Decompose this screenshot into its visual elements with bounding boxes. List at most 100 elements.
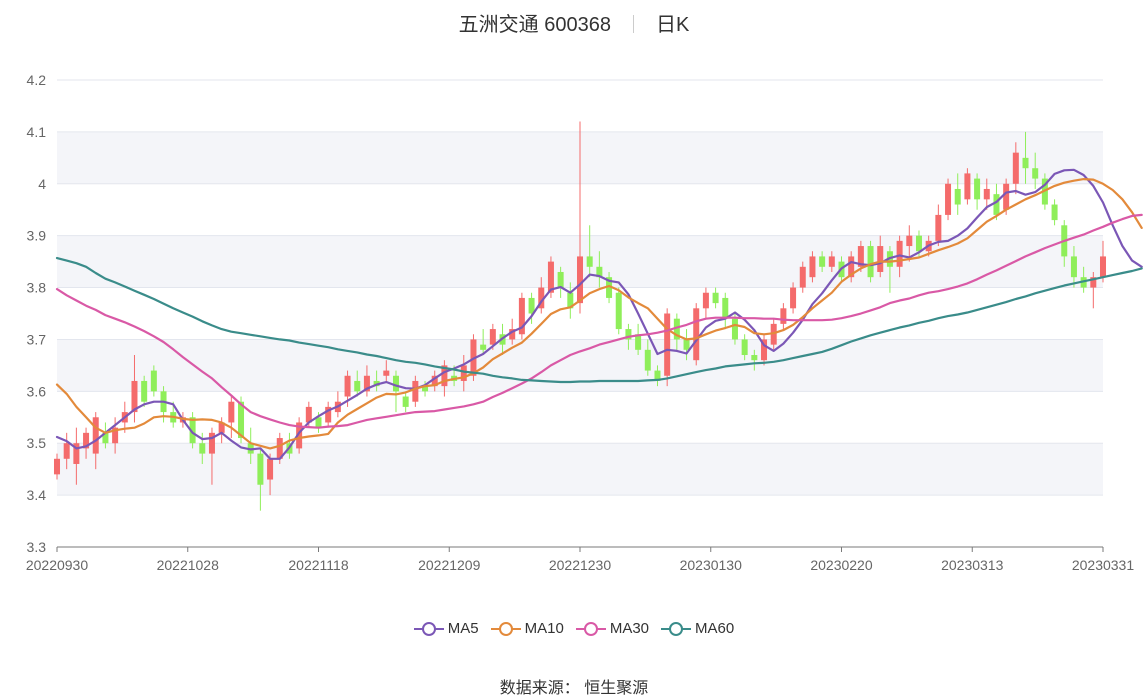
candle-body (257, 453, 264, 485)
candle-body (92, 417, 99, 454)
candle-body (625, 329, 632, 340)
candle-body (218, 422, 225, 433)
candle-body (780, 308, 787, 324)
candle-body (731, 318, 738, 340)
candle-body (528, 297, 535, 314)
candle-body (199, 443, 206, 454)
candle-body (431, 375, 438, 387)
candle-body (63, 443, 70, 459)
grid-band (57, 339, 1103, 392)
candle-body (83, 432, 90, 449)
legend-item-ma10[interactable]: MA10 (490, 620, 564, 637)
candle-body (131, 380, 138, 413)
x-tick-label: 20221118 (288, 557, 348, 573)
candle-body (315, 417, 322, 428)
y-tick-label: 4.1 (27, 124, 47, 140)
y-tick-label: 3.7 (27, 331, 47, 347)
legend-item-ma5[interactable]: MA5 (413, 620, 479, 637)
candle-body (325, 406, 332, 423)
legend-line-circle-icon (661, 621, 692, 636)
x-tick-label: 20230313 (941, 557, 1004, 573)
candle-body (702, 292, 709, 309)
candle-body (460, 365, 467, 381)
x-tick-label: 20221230 (549, 557, 612, 573)
candle-body (828, 256, 835, 267)
candle-body (422, 386, 429, 392)
candle-body (635, 334, 642, 350)
y-tick-label: 3.6 (27, 383, 47, 399)
ma-line-ma60 (55, 256, 1143, 384)
candle-body (576, 256, 584, 304)
candle-body (567, 292, 574, 309)
candle-body (1012, 152, 1019, 184)
candle-body (1022, 157, 1029, 169)
candle-body (983, 188, 990, 200)
candle-body (518, 297, 525, 335)
candle-body (848, 256, 855, 278)
candle-body (412, 380, 419, 402)
candle-body (693, 308, 700, 361)
candle-body (238, 401, 245, 439)
candle-body (877, 246, 884, 272)
candle-body (102, 432, 109, 444)
ma-line-ma10 (55, 178, 1143, 450)
y-tick-label: 4 (38, 176, 46, 192)
candle-body (867, 246, 874, 278)
legend-line-circle-icon (413, 621, 444, 636)
candle-body (586, 256, 593, 267)
candle-body (945, 183, 952, 215)
legend-line-circle-icon (575, 621, 606, 636)
candle-body (974, 178, 981, 200)
y-tick-label: 3.3 (27, 539, 47, 555)
chart-title: 五洲交通 600368 日K (0, 8, 1148, 37)
candle-body (489, 329, 496, 345)
candle-body (751, 355, 758, 361)
candle-body (363, 375, 370, 392)
candle-body (741, 339, 748, 356)
candle-body (141, 380, 148, 402)
candle-body (712, 292, 719, 304)
candle-body (915, 235, 922, 252)
candle-body (354, 380, 361, 392)
y-tick-label: 3.5 (27, 435, 47, 451)
candle-body (790, 287, 797, 309)
candle-body (896, 240, 903, 267)
candle-body (267, 458, 274, 480)
candle-body (305, 406, 312, 423)
candle-body (935, 214, 942, 241)
candle-body (150, 370, 157, 392)
candle-body (819, 256, 826, 267)
candle-body (673, 318, 680, 340)
candle-body (1070, 256, 1077, 278)
y-tick-label: 4.2 (27, 72, 47, 88)
candle-body (383, 370, 390, 376)
period-label: 日K (655, 14, 690, 36)
candle-body (112, 427, 119, 444)
candle-body (1003, 183, 1010, 210)
legend-label: MA10 (524, 620, 564, 637)
candle-body (344, 375, 351, 397)
candle-body (296, 422, 303, 449)
y-tick-label: 3.4 (27, 487, 47, 503)
candle-body (1051, 204, 1058, 221)
candle-body (964, 173, 971, 200)
candle-body (73, 443, 80, 464)
legend-item-ma60[interactable]: MA60 (661, 620, 734, 637)
ma-line-ma30 (55, 213, 1143, 429)
legend-label: MA5 (447, 620, 479, 637)
candle-body (208, 432, 215, 454)
chart-legend[interactable]: MA5 MA10 MA30 MA60 (0, 620, 1148, 641)
x-tick-label: 20230220 (810, 557, 873, 573)
candle-body (392, 375, 399, 392)
candle-body (906, 235, 913, 247)
candle-body (53, 458, 61, 475)
legend-label: MA30 (609, 620, 650, 637)
x-tick-label: 20230331 (1072, 557, 1135, 573)
title-divider (632, 15, 634, 33)
candle-body (1099, 256, 1107, 278)
candle-body (857, 246, 864, 267)
legend-item-ma30[interactable]: MA30 (575, 620, 650, 637)
candle-body (993, 194, 1000, 215)
candle-body (538, 287, 545, 309)
y-tick-label: 3.9 (27, 228, 47, 244)
